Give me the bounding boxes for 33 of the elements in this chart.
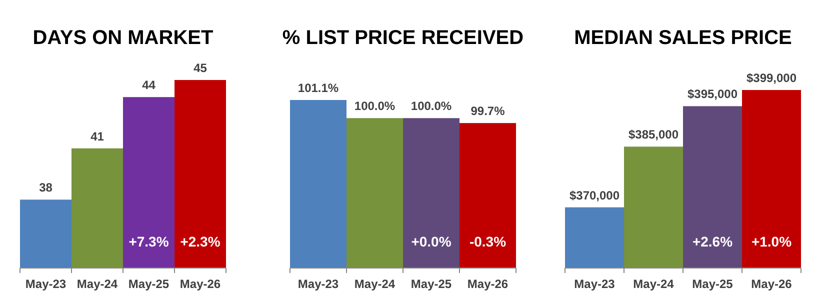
data-label: $370,000 [569,188,620,202]
data-label: 100.0% [410,99,452,114]
chart-title: DAYS ON MARKET [32,27,214,49]
x-tick-label: May-23 [574,277,616,291]
x-tick-label: May-25 [692,277,734,291]
data-label: 99.7% [470,104,506,118]
x-tick-label: May-24 [76,277,118,291]
x-tick-label: May-26 [751,277,792,291]
x-tick-label: May-26 [467,277,508,291]
data-label: $385,000 [628,128,679,142]
data-label: 45 [194,61,208,75]
data-label: $395,000 [687,87,738,102]
data-label: 44 [142,78,156,92]
annotation: -0.3% [469,234,507,250]
data-label: 38 [39,180,53,195]
annotation: +1.0% [751,234,792,250]
annotation: +2.3% [180,234,221,250]
data-label: 100.0% [354,99,396,114]
data-label: 41 [90,129,104,144]
x-tick-label: May-25 [128,277,170,291]
data-label: 101.1% [298,81,339,95]
x-tick-label: May-26 [180,277,221,291]
data-label: $399,000 [746,71,797,85]
annotation: +2.6% [692,234,734,250]
chart-title: % LIST PRICE RECEIVED [282,27,524,49]
chart-title: MEDIAN SALES PRICE [574,27,792,49]
x-tick-label: May-24 [633,277,674,291]
annotation: +7.3% [128,234,170,250]
x-tick-label: May-23 [298,277,339,291]
annotation: +0.0% [411,234,452,250]
x-tick-label: May-24 [354,277,396,291]
x-tick-label: May-23 [25,277,66,291]
x-tick-label: May-25 [410,277,452,291]
